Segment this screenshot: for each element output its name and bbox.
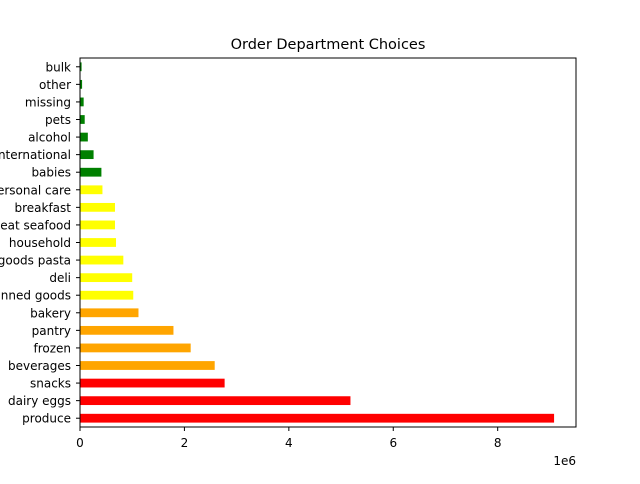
bar-household <box>80 238 117 247</box>
y-tick-label: deli <box>49 271 71 285</box>
bar-snacks <box>80 378 225 388</box>
bar-meat-seafood <box>80 220 115 230</box>
bar-produce <box>80 413 555 423</box>
y-tick-label: other <box>39 78 71 92</box>
bar-deli <box>80 273 133 283</box>
y-tick-label: babies <box>31 166 71 180</box>
x-tick-label: 6 <box>389 436 397 450</box>
y-tick-label: household <box>9 236 71 250</box>
bar-breakfast <box>80 202 115 212</box>
bar-beverages <box>80 361 215 370</box>
bar-frozen <box>80 343 191 353</box>
y-tick-label: produce <box>22 412 71 426</box>
bar-pets <box>80 115 85 124</box>
bar-missing <box>80 97 84 107</box>
bar-other <box>80 79 83 89</box>
y-tick-label: alcohol <box>28 131 71 145</box>
y-tick-label: bulk <box>45 60 71 74</box>
y-tick-label: frozen <box>33 341 71 355</box>
bar-bakery <box>80 308 139 318</box>
y-tick-label: snacks <box>30 377 71 391</box>
bar-dry-goods-pasta <box>80 255 124 265</box>
bar-dairy-eggs <box>80 396 351 406</box>
bar-personal-care <box>80 185 103 195</box>
bar-alcohol <box>80 132 88 142</box>
x-tick-label: 0 <box>76 436 84 450</box>
y-tick-label: pantry <box>32 324 71 338</box>
bar-bulk <box>80 62 82 72</box>
x-tick-label: 8 <box>494 436 502 450</box>
y-tick-label: beverages <box>8 359 71 373</box>
chart-title: Order Department Choices <box>231 37 426 53</box>
bars-group <box>80 62 555 423</box>
y-tick-label: personal care <box>0 183 71 197</box>
bar-international <box>80 150 94 160</box>
x-tick-label: 2 <box>181 436 189 450</box>
y-tick-label: canned goods <box>0 289 71 303</box>
y-tick-label: missing <box>25 95 71 109</box>
y-tick-label: pets <box>45 113 71 127</box>
bar-pantry <box>80 325 174 335</box>
y-tick-label: international <box>0 148 71 162</box>
x-tick-label: 4 <box>285 436 293 450</box>
y-tick-labels: produce dairy eggs snacks beverages frozen pa… <box>0 60 80 426</box>
y-tick-label: dry goods pasta <box>0 254 71 268</box>
y-tick-label: bakery <box>30 306 71 320</box>
bar-babies <box>80 167 102 177</box>
x-axis: 0 2 4 6 8 <box>76 427 502 450</box>
y-tick-label: meat seafood <box>0 218 71 232</box>
y-tick-label: dairy eggs <box>8 394 71 408</box>
x-offset-label: 1e6 <box>553 454 576 468</box>
plot-frame <box>79 57 577 428</box>
y-tick-label: breakfast <box>14 201 71 215</box>
bar-canned-goods <box>80 290 134 300</box>
